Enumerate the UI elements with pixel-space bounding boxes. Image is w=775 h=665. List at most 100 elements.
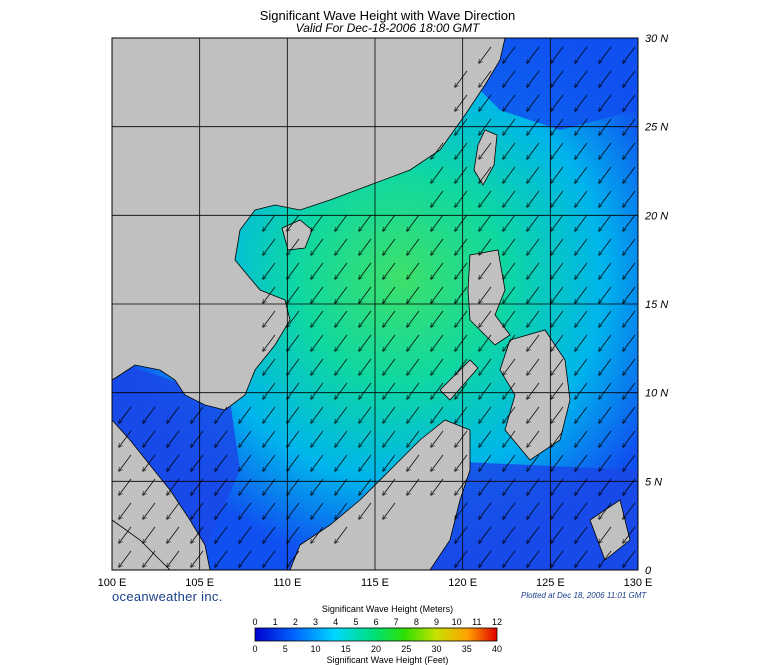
direction-arrow (503, 382, 516, 399)
direction-arrow (479, 142, 492, 159)
direction-arrow (407, 406, 420, 423)
direction-arrow (527, 46, 540, 63)
direction-arrow (407, 454, 420, 471)
legend-meter-tick: 3 (313, 617, 318, 627)
longitude-label: 115 E (361, 577, 389, 589)
direction-arrow (455, 94, 468, 111)
direction-arrow (215, 430, 228, 447)
direction-arrow (527, 550, 540, 567)
direction-arrow (383, 358, 396, 375)
direction-arrow (455, 382, 468, 399)
direction-arrow (503, 262, 516, 279)
direction-arrow (263, 430, 276, 447)
direction-arrow (407, 214, 420, 231)
latitude-label: 20 N (644, 210, 668, 222)
latitude-label: 30 N (645, 33, 668, 45)
legend-feet-ticks: 0 5 10 15 20 25 30 35 40 (252, 644, 502, 654)
direction-arrow (431, 478, 444, 495)
direction-arrow (263, 454, 276, 471)
direction-arrow (623, 190, 636, 207)
longitude-label: 125 E (536, 577, 565, 589)
legend-meter-tick: 12 (492, 617, 502, 627)
direction-arrow (503, 454, 516, 471)
direction-arrow (575, 526, 588, 543)
direction-arrow (503, 166, 516, 183)
longitude-label: 110 E (273, 577, 301, 589)
direction-arrow (239, 478, 252, 495)
direction-arrow (335, 478, 348, 495)
direction-arrow (287, 262, 300, 279)
direction-arrow (383, 310, 396, 327)
legend-feet-tick: 25 (401, 644, 411, 654)
direction-arrow (287, 286, 300, 303)
direction-arrow (287, 430, 300, 447)
direction-arrow (383, 286, 396, 303)
direction-arrow (119, 430, 132, 447)
direction-arrow (575, 310, 588, 327)
legend-meters-ticks: 0 1 2 3 4 5 6 7 8 9 10 11 12 (252, 617, 502, 627)
direction-arrow (455, 238, 468, 255)
direction-arrow (311, 382, 324, 399)
direction-arrow (383, 502, 396, 519)
latitude-labels: 0 5 N 10 N 15 N 20 N 25 N 30 N (644, 33, 668, 577)
direction-arrow (575, 502, 588, 519)
direction-arrow (575, 70, 588, 87)
direction-arrow (527, 262, 540, 279)
direction-arrow (551, 502, 564, 519)
direction-arrow (407, 310, 420, 327)
legend-meter-tick: 0 (252, 617, 257, 627)
direction-arrow (575, 382, 588, 399)
legend-feet-tick: 10 (310, 644, 320, 654)
direction-arrow (431, 262, 444, 279)
direction-arrow (479, 166, 492, 183)
direction-arrow (551, 70, 564, 87)
direction-arrow (623, 430, 636, 447)
direction-arrow (359, 262, 372, 279)
direction-arrow (359, 286, 372, 303)
direction-arrow (359, 334, 372, 351)
direction-arrow (455, 286, 468, 303)
direction-arrow (407, 286, 420, 303)
direction-arrow (167, 550, 180, 567)
direction-arrow (263, 358, 276, 375)
direction-arrow (479, 526, 492, 543)
direction-arrow (551, 358, 564, 375)
direction-arrow (167, 502, 180, 519)
direction-arrow (599, 310, 612, 327)
direction-arrow (575, 166, 588, 183)
direction-arrow (479, 286, 492, 303)
direction-arrow (575, 358, 588, 375)
direction-arrow (311, 430, 324, 447)
latitude-label: 0 (645, 565, 652, 577)
direction-arrow (599, 550, 612, 567)
direction-arrow (599, 526, 612, 543)
direction-arrow (335, 310, 348, 327)
direction-arrow (503, 550, 516, 567)
direction-arrow (599, 262, 612, 279)
direction-arrow (119, 526, 132, 543)
direction-arrow (599, 142, 612, 159)
direction-arrow (479, 502, 492, 519)
direction-arrow (311, 334, 324, 351)
direction-arrow (455, 334, 468, 351)
direction-arrow (407, 382, 420, 399)
direction-arrow (287, 310, 300, 327)
direction-arrow (143, 550, 156, 567)
direction-arrow (503, 502, 516, 519)
direction-arrow (431, 142, 444, 159)
direction-arrow (143, 430, 156, 447)
direction-arrow (623, 550, 636, 567)
direction-arrow (143, 454, 156, 471)
direction-arrow (287, 406, 300, 423)
direction-arrow (335, 358, 348, 375)
direction-arrow (359, 214, 372, 231)
direction-arrow (575, 46, 588, 63)
direction-arrow (191, 526, 204, 543)
longitude-label: 130 E (624, 577, 653, 589)
direction-arrow (119, 454, 132, 471)
direction-arrow (623, 118, 636, 135)
legend-meter-tick: 9 (434, 617, 439, 627)
direction-arrow (551, 310, 564, 327)
direction-arrow (503, 70, 516, 87)
direction-arrow (311, 502, 324, 519)
